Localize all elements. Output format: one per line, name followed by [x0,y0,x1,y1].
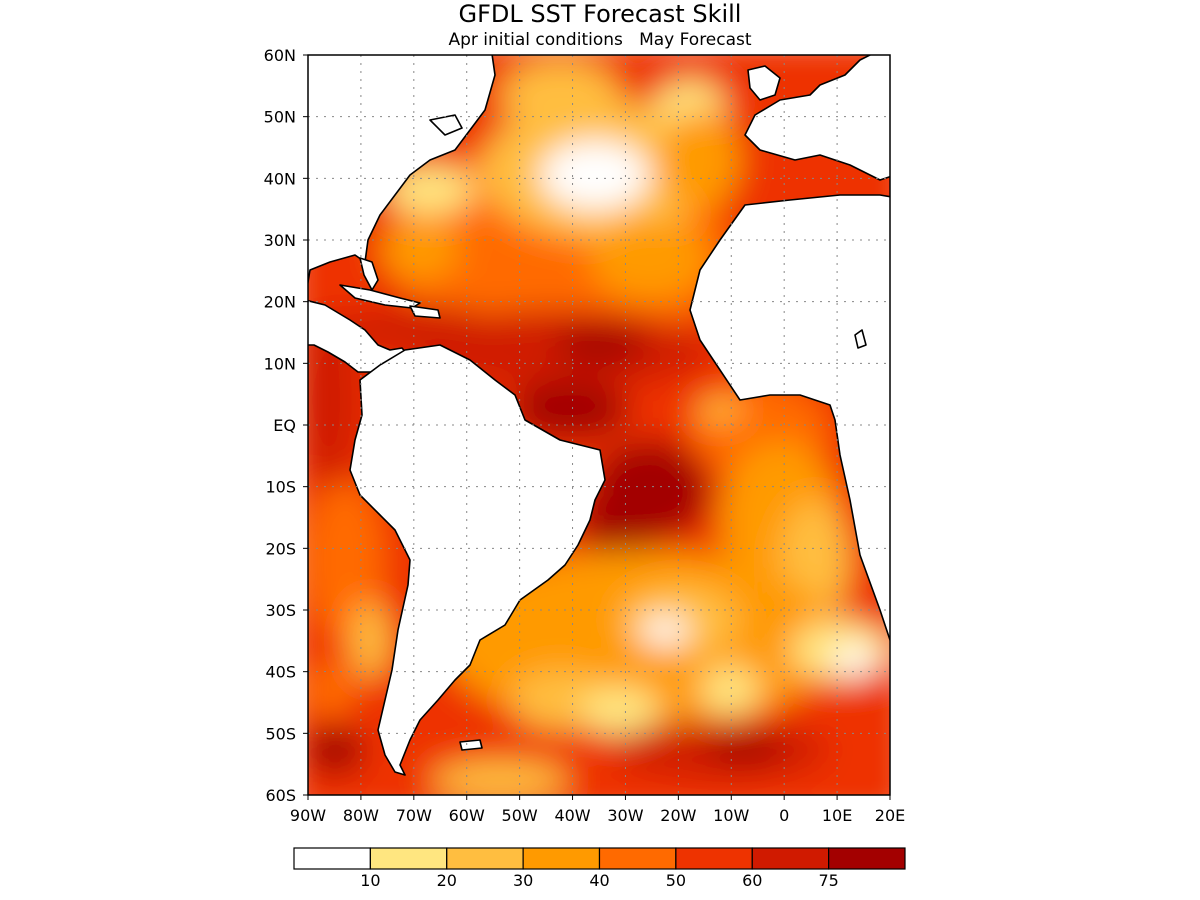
lon-tick-label: 90W [290,806,326,825]
colorbar-label: 75 [818,871,838,890]
europe-land [744,55,890,181]
lon-tick-label: 0 [779,806,789,825]
sst-skill-map [308,55,890,795]
madagascar-hint [854,329,867,349]
page-subtitle: Apr initial conditions May Forecast [448,30,751,50]
falklands-land [459,739,483,751]
lat-tick-label: EQ [273,416,296,435]
newfoundland-land [429,114,463,136]
colorbar-swatch [369,847,448,870]
lon-tick-label: 10E [822,806,852,825]
lon-tick-label: 70W [396,806,432,825]
page-title: GFDL SST Forecast Skill [459,0,742,28]
lon-tick-label: 80W [343,806,379,825]
lat-tick-label: 60N [264,46,296,65]
lon-tick-label: 20W [660,806,696,825]
graticule [308,55,890,795]
lon-tick-label: 10W [713,806,749,825]
lon-tick-label: 30W [607,806,643,825]
longitude-labels: 90W 80W 70W 60W 50W 40W 30W 20W 10W 0 10E 20E [290,795,905,825]
lat-tick-label: 50S [265,724,296,743]
lon-tick-label: 40W [554,806,590,825]
colorbar-label: 40 [589,871,609,890]
lat-tick-label: 40S [265,663,296,682]
colorbar-label: 60 [742,871,762,890]
lon-tick-label: 60W [449,806,485,825]
lat-tick-label: 40N [264,169,296,188]
lat-tick-label: 10N [264,354,296,373]
lon-tick-label: 50W [502,806,538,825]
lat-tick-label: 30S [265,601,296,620]
british-isles-land [747,65,781,101]
colorbar-label: 30 [513,871,533,890]
lat-tick-label: 50N [264,108,296,127]
south-america-land [349,344,606,776]
colorbar-label: 10 [360,871,380,890]
florida-land [359,257,379,291]
skill-field [308,55,890,795]
colorbar-swatch [598,847,677,870]
greater-antilles-land [339,284,421,309]
colorbar-swatch [675,847,753,870]
lat-tick-label: 20N [264,293,296,312]
colorbar-swatch [522,847,601,870]
lat-tick-label: 30N [264,231,296,250]
colorbar-swatch [446,847,524,870]
colorbar: 10 20 30 40 50 60 75 [293,847,906,890]
colorbar-swatch [751,847,830,870]
lat-tick-label: 20S [265,539,296,558]
landmasses [308,55,890,776]
lat-tick-label: 10S [265,478,296,497]
lon-tick-label: 20E [875,806,905,825]
latitude-labels: 60N 50N 40N 30N 20N 10N EQ 10S 20S 30S 40S 50S 60S [264,46,308,805]
colorbar-label: 50 [666,871,686,890]
colorbar-swatch [828,847,906,870]
africa-land [689,194,890,641]
colorbar-swatch [293,847,371,870]
colorbar-label: 20 [437,871,457,890]
lat-tick-label: 60S [265,786,296,805]
